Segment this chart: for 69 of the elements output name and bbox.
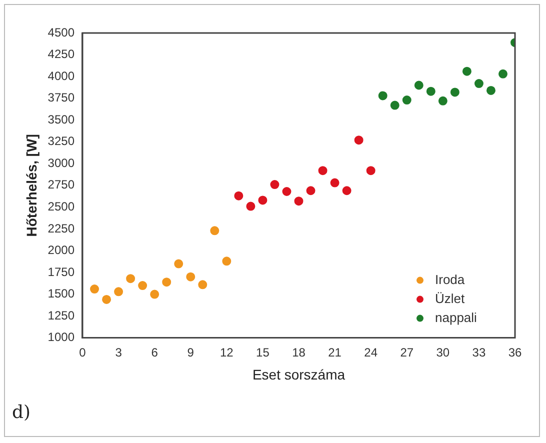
- point: [378, 91, 388, 100]
- y-tick-label: 3250: [48, 134, 75, 148]
- x-tick-label: 33: [472, 345, 486, 360]
- x-tick-label: 3: [115, 345, 122, 360]
- y-tick-label: 2250: [48, 221, 75, 236]
- y-tick-label: 2500: [48, 199, 75, 214]
- point: [354, 136, 364, 145]
- legend-label: nappali: [435, 310, 478, 325]
- point: [246, 202, 256, 211]
- point: [450, 88, 460, 97]
- x-axis-title: Eset sorszáma: [252, 366, 346, 382]
- point: [198, 280, 208, 290]
- point: [330, 178, 340, 188]
- y-tick-label: 3500: [48, 112, 75, 126]
- x-tick-label: 30: [436, 345, 450, 360]
- point: [474, 79, 484, 88]
- x-tick-label: 21: [328, 345, 342, 360]
- y-tick-label: 4500: [48, 25, 75, 40]
- point: [234, 191, 244, 200]
- point: [114, 287, 124, 296]
- point: [174, 259, 184, 268]
- point: [486, 86, 496, 95]
- y-axis-title: Hőterhelés, [W]: [23, 134, 40, 237]
- point: [282, 186, 292, 196]
- y-tick-label: 1000: [48, 330, 75, 344]
- y-tick-label: 2750: [48, 178, 75, 192]
- x-tick-label: 24: [364, 345, 378, 360]
- point: [306, 186, 316, 196]
- y-tick-label: 2000: [48, 243, 75, 258]
- point: [498, 69, 508, 78]
- point: [258, 196, 268, 205]
- point: [402, 96, 412, 105]
- x-tick-label: 27: [400, 345, 414, 360]
- point: [222, 256, 232, 266]
- x-tick-label: 0: [79, 345, 86, 360]
- x-tick-label: 36: [508, 345, 522, 360]
- y-tick-label: 3750: [48, 90, 75, 105]
- point: [462, 66, 472, 76]
- point: [126, 274, 136, 284]
- y-tick-label: 1500: [48, 286, 75, 301]
- y-tick-label: 4000: [48, 68, 75, 83]
- point: [342, 186, 352, 196]
- point: [186, 272, 196, 282]
- point: [90, 284, 100, 294]
- text: d): [12, 402, 31, 423]
- x-tick-label: 6: [151, 345, 158, 360]
- point: [210, 226, 220, 236]
- legend-label: Üzlet: [435, 290, 466, 306]
- point: [138, 281, 148, 290]
- point: [162, 278, 172, 287]
- x-tick-label: 15: [256, 345, 270, 360]
- point: [414, 80, 424, 90]
- point: [366, 166, 376, 176]
- legend-label: Iroda: [435, 272, 466, 287]
- point: [318, 166, 328, 176]
- x-tick-label: 18: [292, 345, 306, 360]
- y-tick-label: 1750: [48, 264, 75, 279]
- point: [294, 196, 304, 206]
- y-tick-label: 3000: [48, 156, 75, 170]
- point: [270, 180, 280, 190]
- y-tick-label: 1250: [48, 308, 75, 322]
- point: [150, 290, 160, 299]
- point: [426, 86, 436, 96]
- point: [438, 96, 448, 106]
- y-tick-label: 4250: [48, 47, 75, 62]
- x-tick-label: 9: [187, 345, 194, 360]
- point: [390, 100, 400, 110]
- point: [102, 294, 112, 304]
- x-tick-label: 12: [220, 345, 234, 360]
